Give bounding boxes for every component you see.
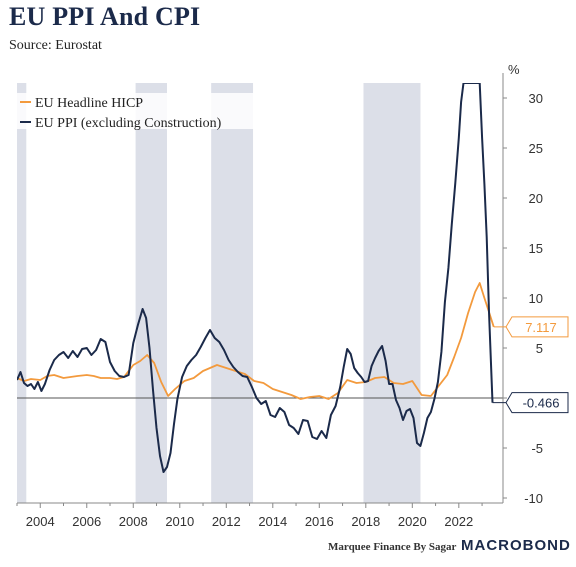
y-tick-label: 10	[529, 291, 543, 306]
callout-box-0	[505, 316, 569, 338]
x-tick-label: 2004	[26, 514, 55, 529]
x-tick-label: 2018	[351, 514, 380, 529]
legend-label-0: EU Headline HICP	[35, 96, 143, 111]
recession-band-1	[135, 83, 167, 503]
y-tick-label: -10	[524, 491, 543, 506]
chart-title: EU PPI And CPI	[9, 2, 201, 31]
y-tick-label: 25	[529, 141, 543, 156]
value-callouts: 7.117 -0.466	[492, 316, 569, 414]
x-tick-label: 2016	[305, 514, 334, 529]
series-lines	[17, 83, 495, 473]
axes: -10-505101520253020042006200820102012201…	[16, 73, 543, 529]
macrobond-logo: MACROBOND	[461, 537, 571, 554]
legend-label-1: EU PPI (excluding Construction)	[35, 116, 222, 131]
x-tick-label: 2022	[444, 514, 473, 529]
callout-label-0: 7.117	[525, 320, 557, 335]
x-tick-label: 2014	[258, 514, 287, 529]
y-tick-label: 20	[529, 191, 543, 206]
callout-label-1: -0.466	[523, 396, 560, 411]
chart-legend: EU Headline HICP EU PPI (excluding Constr…	[17, 93, 257, 131]
y-axis-unit-label: %	[508, 62, 520, 77]
x-tick-label: 2006	[72, 514, 101, 529]
recession-bands	[17, 83, 421, 503]
footer-credit: Marquee Finance By Sagar	[328, 541, 457, 553]
legend-background	[17, 93, 257, 129]
y-tick-label: -5	[531, 441, 543, 456]
y-tick-label: 5	[536, 341, 543, 356]
recession-band-0	[17, 83, 27, 503]
y-tick-label: 15	[529, 241, 543, 256]
recession-band-3	[363, 83, 421, 503]
recession-band-2	[211, 83, 254, 503]
series-line-0	[17, 282, 495, 400]
series-line-1	[17, 83, 494, 473]
x-tick-label: 2008	[119, 514, 148, 529]
x-tick-label: 2010	[165, 514, 194, 529]
chart-subtitle: Source: Eurostat	[9, 38, 102, 53]
x-tick-label: 2012	[212, 514, 241, 529]
y-tick-label: 30	[529, 91, 543, 106]
x-tick-label: 2020	[398, 514, 427, 529]
callout-box-1	[505, 392, 569, 414]
